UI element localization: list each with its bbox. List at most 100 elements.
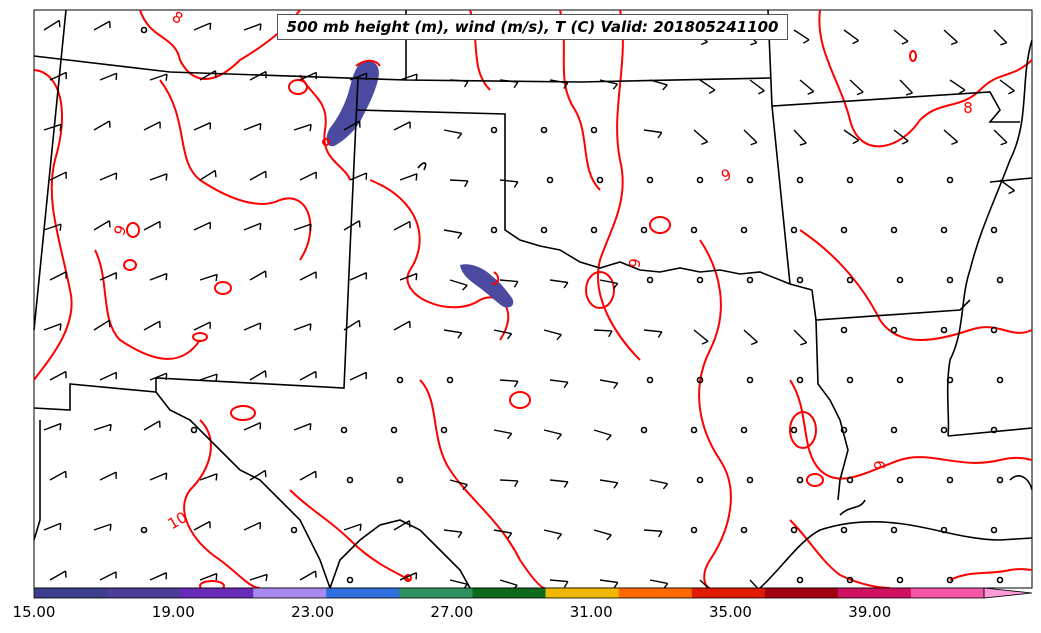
wind-barb — [193, 221, 212, 231]
wind-barb — [243, 122, 262, 131]
wind-barb — [93, 523, 112, 531]
calm-wind-marker — [590, 126, 598, 134]
wind-barb — [649, 479, 669, 490]
colorbar-segment — [399, 588, 473, 598]
wind-barb — [693, 129, 709, 146]
wind-barb — [49, 71, 68, 81]
calm-wind-marker — [996, 376, 1004, 384]
calm-wind-marker — [440, 426, 448, 434]
wind-barb — [49, 570, 67, 581]
wind-barb — [49, 271, 67, 281]
calm-wind-marker — [646, 376, 654, 384]
calm-wind-marker — [790, 426, 798, 434]
calm-wind-marker — [946, 476, 954, 484]
wind-barb — [499, 479, 519, 488]
calm-wind-marker — [696, 176, 704, 184]
wind-barb — [199, 373, 218, 381]
wind-barb — [293, 223, 312, 231]
wind-barb — [393, 520, 411, 531]
wind-barb — [193, 321, 211, 331]
wind-barb — [599, 79, 619, 90]
calm-wind-marker — [490, 126, 498, 134]
wind-barb — [499, 379, 519, 388]
wind-barb — [343, 523, 362, 531]
colorbar-tick-label: 27.00 — [430, 603, 474, 621]
wind-barb — [893, 129, 909, 145]
wind-barb — [243, 521, 262, 531]
calm-wind-marker — [640, 426, 648, 434]
wind-barb — [299, 271, 317, 281]
calm-wind-marker — [740, 226, 748, 234]
wind-barb — [99, 571, 117, 581]
calm-wind-marker — [840, 226, 848, 234]
wind-barb — [793, 329, 808, 346]
calm-wind-marker — [946, 576, 954, 584]
contour-label: 9 — [625, 257, 644, 270]
map-title: 500 mb height (m), wind (m/s), T (C) Val… — [277, 14, 788, 40]
wind-barb — [699, 79, 716, 94]
wind-barb — [493, 429, 513, 440]
wind-barb — [193, 520, 211, 531]
wind-barb — [493, 529, 513, 539]
calm-wind-marker — [690, 426, 698, 434]
calm-wind-marker — [890, 326, 898, 334]
wind-barb — [299, 470, 317, 481]
wind-barb — [399, 73, 418, 81]
calm-wind-marker — [696, 276, 704, 284]
wind-barb — [643, 129, 663, 139]
wind-barb — [149, 272, 168, 281]
wind-barb — [193, 22, 212, 31]
wind-barb — [549, 379, 569, 389]
calm-wind-marker — [390, 426, 398, 434]
calm-wind-marker — [946, 276, 954, 284]
wind-barb — [43, 123, 62, 132]
calm-wind-marker — [940, 226, 948, 234]
wind-barb — [49, 470, 67, 481]
colorbar-segment — [837, 588, 912, 598]
wind-barb — [499, 79, 519, 89]
wind-barb — [249, 170, 267, 181]
wind-barb — [993, 29, 1008, 46]
wind-barb — [449, 479, 468, 491]
calm-wind-marker — [846, 576, 854, 584]
calm-wind-marker — [996, 276, 1004, 284]
calm-wind-marker — [190, 426, 198, 434]
wind-barb — [549, 79, 569, 89]
calm-wind-marker — [990, 426, 998, 434]
calm-wind-marker — [340, 426, 348, 434]
wind-barb — [393, 320, 411, 331]
colorbar-segment — [253, 588, 327, 598]
wind-barb — [43, 19, 61, 31]
colorbar-segment — [107, 588, 181, 598]
wind-barb — [249, 573, 268, 582]
calm-wind-marker — [540, 226, 548, 234]
calm-wind-marker — [290, 526, 298, 534]
colorbar-segment — [326, 588, 400, 598]
colorbar-tick-label: 23.00 — [291, 603, 335, 621]
calm-wind-marker — [346, 576, 354, 584]
wind-barb — [199, 169, 217, 181]
calm-wind-marker — [396, 476, 404, 484]
wind-barb — [893, 29, 909, 45]
wind-barb — [249, 270, 267, 281]
wind-barb — [243, 23, 262, 31]
wind-barb — [199, 572, 218, 581]
wind-barb — [999, 79, 1015, 95]
wind-barb — [599, 279, 619, 290]
wind-barb — [99, 471, 117, 481]
wind-barb — [93, 120, 111, 131]
wind-barb — [443, 229, 463, 239]
wind-barb — [343, 120, 361, 131]
calm-wind-marker — [940, 326, 948, 334]
calm-wind-marker — [890, 526, 898, 534]
wind-barb — [199, 273, 218, 282]
wind-barb — [243, 222, 262, 231]
wind-barb — [643, 529, 663, 538]
wind-barb — [549, 479, 569, 488]
wind-barb — [293, 123, 312, 132]
calm-wind-marker — [646, 276, 654, 284]
calm-wind-marker — [690, 226, 698, 234]
wind-barb — [643, 329, 663, 338]
colorbar-tick-label: 35.00 — [708, 603, 752, 621]
